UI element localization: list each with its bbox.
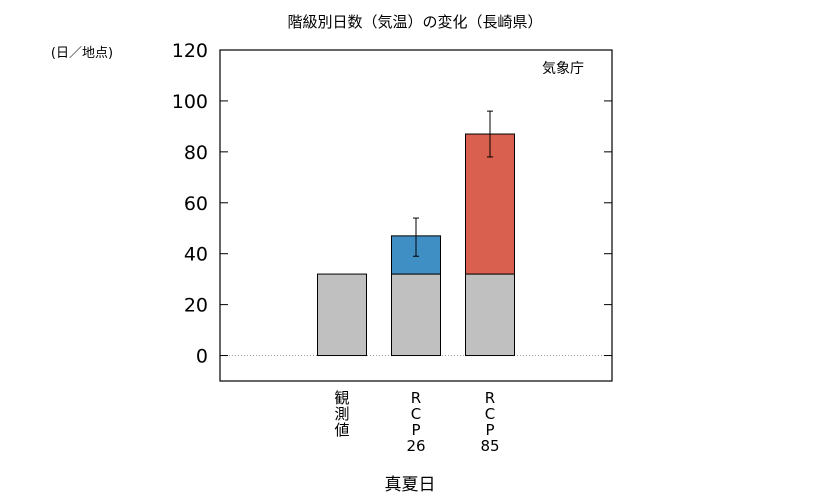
y-tick-label: 40 [184, 244, 208, 266]
x-tick-label: R [485, 389, 495, 407]
y-axis-label: (日／地点) [51, 46, 113, 61]
x-tick-label: 85 [480, 437, 499, 455]
chart-title: 階級別日数（気温）の変化（長崎県） [287, 13, 542, 31]
plot-frame [219, 49, 613, 382]
bar-base-segment [391, 273, 441, 357]
source-label: 気象庁 [542, 61, 584, 77]
y-tick-label: 20 [184, 295, 208, 317]
x-tick-label: 値 [334, 421, 349, 439]
x-tick-label: 測 [334, 405, 349, 423]
x-axis-label: 真夏日 [385, 475, 436, 495]
y-tick-label: 0 [196, 346, 208, 368]
x-tick-label: C [485, 405, 495, 423]
x-tick-label: C [411, 405, 421, 423]
bar-base-segment [317, 273, 367, 357]
y-tick-label: 80 [184, 142, 208, 164]
x-tick-label: P [411, 421, 420, 439]
x-tick-label: P [485, 421, 494, 439]
y-tick-label: 120 [172, 40, 208, 62]
x-tick-label: R [411, 389, 421, 407]
x-tick-label: 観 [334, 389, 349, 407]
y-tick-label: 60 [184, 193, 208, 215]
bar-base-segment [465, 273, 515, 357]
x-tick-label: 26 [406, 437, 425, 455]
y-tick-label: 100 [172, 91, 208, 113]
